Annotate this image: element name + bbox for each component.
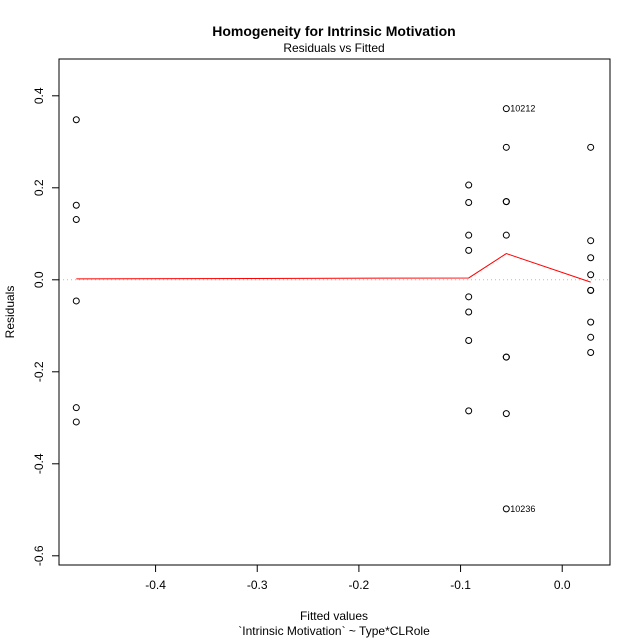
- data-point: [587, 254, 595, 262]
- y-tick-label: 0.4: [32, 87, 46, 104]
- x-axis-label: Fitted values: [300, 609, 368, 623]
- data-point: [465, 293, 473, 301]
- data-point: [587, 348, 595, 356]
- data-point: [502, 505, 510, 513]
- y-axis-label: Residuals: [3, 286, 17, 339]
- data-point: [587, 143, 595, 151]
- data-point: [72, 297, 80, 305]
- data-point: [465, 181, 473, 189]
- data-point: [587, 333, 595, 341]
- data-point: [72, 116, 80, 124]
- outlier-label: 10212: [510, 104, 535, 114]
- data-point: [465, 246, 473, 254]
- data-point: [502, 143, 510, 151]
- data-point: [587, 318, 595, 326]
- data-point: [465, 407, 473, 415]
- x-tick-label: 0.0: [554, 578, 571, 592]
- data-point: [72, 418, 80, 426]
- data-point: [72, 201, 80, 209]
- x-tick-label: -0.3: [247, 578, 268, 592]
- data-point: [72, 216, 80, 224]
- data-point: [502, 198, 510, 206]
- y-tick-label: 0.0: [32, 271, 46, 288]
- data-point: [587, 286, 595, 294]
- x-axis-sublabel: `Intrinsic Motivation` ~ Type*CLRole: [238, 624, 430, 638]
- data-point: [587, 271, 595, 279]
- chart-title: Homogeneity for Intrinsic Motivation: [212, 23, 455, 39]
- data-point: [502, 105, 510, 113]
- plot-frame: [58, 58, 611, 566]
- y-tick-label: -0.2: [32, 361, 46, 382]
- x-tick-label: -0.1: [450, 578, 471, 592]
- x-tick-label: -0.4: [145, 578, 166, 592]
- smooth-line: [76, 253, 591, 283]
- data-point: [465, 308, 473, 316]
- outlier-label: 10236: [510, 504, 535, 514]
- data-point: [465, 231, 473, 239]
- data-point: [502, 353, 510, 361]
- data-point: [465, 199, 473, 207]
- chart-subtitle: Residuals vs Fitted: [283, 41, 384, 55]
- y-tick-label: 0.2: [32, 179, 46, 196]
- y-tick-label: -0.4: [32, 453, 46, 474]
- y-tick-label: -0.6: [32, 545, 46, 566]
- data-point: [587, 237, 595, 245]
- data-point: [502, 231, 510, 239]
- x-tick-label: -0.2: [349, 578, 370, 592]
- data-point: [72, 404, 80, 412]
- data-point: [502, 410, 510, 418]
- data-point: [465, 337, 473, 345]
